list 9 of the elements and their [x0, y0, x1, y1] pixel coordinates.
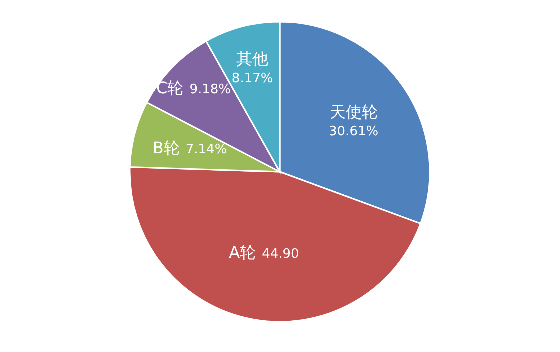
slice-label: 天使轮 — [330, 102, 378, 122]
data-label: 44.90 — [262, 246, 300, 262]
data-label: 8.17% — [232, 72, 274, 87]
slice-label: A轮 — [229, 242, 256, 262]
slice-label: B轮 — [152, 138, 180, 158]
slice-label: 其他 — [236, 49, 269, 68]
data-label: 30.61% — [329, 124, 379, 140]
data-label: 9.18% — [190, 82, 232, 98]
data-label: 7.14% — [186, 142, 228, 158]
